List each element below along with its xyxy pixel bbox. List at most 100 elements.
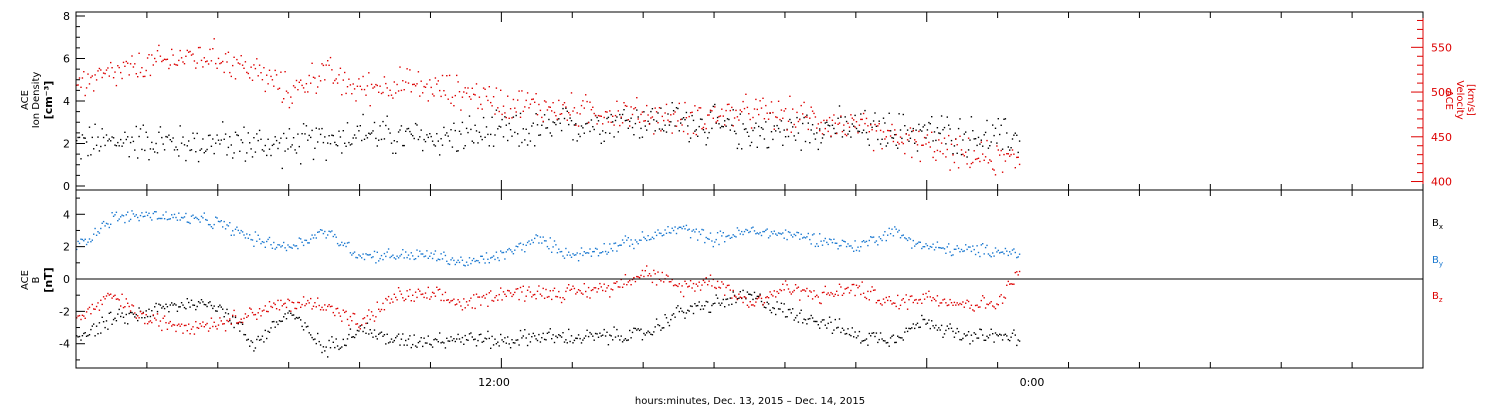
velocity-point (433, 95, 435, 97)
density-point (344, 142, 346, 144)
density-point (207, 134, 210, 137)
by-point (430, 252, 432, 254)
velocity-point (594, 115, 597, 117)
by-point (560, 250, 563, 253)
bz-point (301, 303, 303, 306)
density-point (91, 136, 93, 139)
bz-point (346, 318, 349, 321)
velocity-point (144, 75, 146, 78)
by-point (220, 220, 222, 222)
bz-point (362, 318, 364, 320)
velocity-point (241, 64, 244, 66)
by-point (233, 234, 235, 236)
density-point (278, 142, 281, 144)
by-point (712, 245, 714, 248)
density-point (959, 118, 961, 120)
bx-point (915, 324, 917, 326)
density-point (675, 107, 678, 109)
by-point (582, 254, 584, 257)
bz-point (786, 284, 788, 286)
bx-point (616, 328, 618, 331)
velocity-tick-label: 500 (1431, 86, 1452, 99)
bz-point (871, 286, 873, 288)
bx-point (845, 332, 848, 335)
by-point (816, 243, 818, 245)
velocity-point (158, 44, 160, 47)
velocity-point (104, 72, 106, 75)
bx-point (653, 331, 655, 333)
velocity-point (370, 83, 373, 86)
by-point (375, 262, 377, 264)
by-point (383, 252, 386, 255)
bz-point (892, 302, 895, 304)
by-point (154, 211, 156, 213)
density-point (729, 129, 731, 131)
velocity-point (792, 108, 794, 110)
legend-by: By (1432, 255, 1443, 268)
by-point (969, 246, 971, 248)
bz-point (280, 299, 282, 302)
density-point (349, 144, 352, 146)
bx-point (996, 334, 998, 336)
bz-point (594, 287, 597, 289)
density-point (233, 152, 235, 154)
density-point (142, 124, 144, 126)
by-point (118, 218, 120, 220)
by-point (444, 254, 447, 257)
bx-point (623, 339, 625, 341)
density-point (456, 150, 458, 152)
bx-point (1013, 329, 1015, 331)
bz-point (101, 303, 103, 306)
density-point (149, 148, 152, 150)
bz-point (889, 300, 892, 302)
bx-point (580, 342, 583, 344)
bx-point (85, 335, 88, 337)
by-point (607, 251, 610, 253)
by-point (331, 230, 333, 232)
velocity-point (681, 124, 683, 126)
b-axis-label-line2: B (31, 276, 42, 283)
velocity-point (135, 73, 137, 75)
density-point (861, 132, 863, 134)
bx-point (379, 332, 381, 334)
by-point (481, 255, 483, 257)
bz-point (865, 297, 868, 300)
velocity-point (745, 93, 747, 95)
bx-point (222, 308, 224, 310)
by-point (972, 245, 974, 247)
velocity-point (831, 119, 834, 121)
by-point (142, 215, 144, 218)
velocity-point (399, 66, 401, 68)
velocity-point (378, 91, 380, 93)
by-point (784, 229, 787, 231)
by-point (88, 238, 91, 240)
by-point (875, 240, 878, 242)
bx-point (247, 338, 249, 341)
density-point (874, 112, 876, 114)
by-point (548, 248, 550, 250)
density-point (724, 120, 726, 122)
bx-point (546, 332, 549, 334)
bz-point (446, 299, 448, 301)
velocity-point (568, 112, 570, 114)
bz-point (534, 293, 536, 296)
bz-point (1009, 283, 1011, 285)
by-point (280, 246, 282, 248)
density-point (512, 116, 515, 118)
density-point (331, 134, 333, 136)
velocity-point (261, 79, 264, 81)
velocity-point (518, 90, 520, 92)
bz-point (244, 313, 247, 315)
density-point (358, 130, 360, 132)
velocity-point (796, 111, 798, 114)
velocity-point (431, 93, 434, 95)
bz-point (624, 274, 627, 276)
density-point (660, 107, 662, 109)
bz-point (861, 281, 863, 283)
bz-point (881, 304, 883, 306)
by-point (216, 217, 218, 219)
bx-point (91, 325, 93, 327)
velocity-point (585, 94, 587, 96)
bz-point (612, 289, 614, 291)
by-point (104, 225, 106, 227)
